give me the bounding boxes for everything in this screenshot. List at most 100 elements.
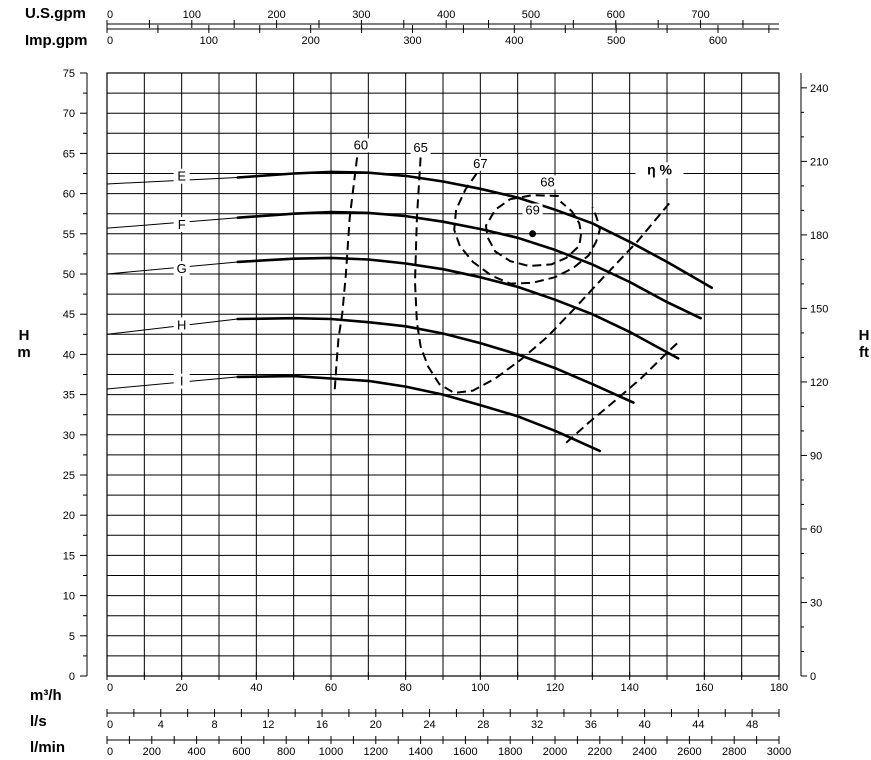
h-ft-tick-label: 210 (810, 156, 828, 168)
efficiency-label-background (537, 175, 558, 190)
curve-label-f: F (178, 217, 186, 232)
h-m-tick-label: 20 (63, 510, 75, 522)
lmin-tick-label: 1200 (364, 746, 388, 758)
pump-curve-e (236, 170, 714, 289)
lmin-tick-label: 1600 (453, 746, 477, 758)
h-ft-tick-label: 180 (810, 230, 828, 242)
lmin-tick-label: 400 (187, 746, 205, 758)
imp-gpm-tick-label: 0 (107, 35, 113, 47)
h-m-tick-label: 70 (63, 108, 75, 120)
curve-label-background (173, 261, 190, 277)
h-m-tick-label: 15 (63, 550, 75, 562)
curve-leader-line (106, 217, 238, 229)
ls-tick-label: 48 (746, 719, 758, 731)
imp-gpm-tick-label: 300 (403, 35, 421, 47)
imp-gpm-tick-label: 200 (301, 35, 319, 47)
ls-tick-label: 28 (477, 719, 489, 731)
chart-grid (106, 72, 780, 677)
m3h-tick-label: 100 (471, 682, 489, 694)
curve-leader-line (106, 376, 238, 390)
us-gpm-tick-label: 400 (437, 9, 455, 21)
lmin-tick-label: 200 (143, 746, 161, 758)
lmin-tick-label: 3000 (767, 746, 791, 758)
m3h-tick-label: 140 (620, 682, 638, 694)
ls-tick-label: 8 (211, 719, 217, 731)
efficiency-unit-label: η % (647, 161, 672, 177)
efficiency-contour-60 (333, 157, 359, 391)
eta-label-background (635, 162, 684, 179)
pump-curve-f (236, 210, 702, 320)
lmin-tick-label: 1800 (498, 746, 522, 758)
h-ft-tick-label: 120 (810, 377, 828, 389)
curve-label-e: E (177, 169, 186, 184)
ls-tick-label: 0 (107, 719, 113, 731)
lmin-tick-label: 2200 (588, 746, 612, 758)
efficiency-label-background (350, 138, 371, 153)
ls-tick-label: 40 (638, 719, 650, 731)
efficiency-contour-65 (414, 157, 672, 394)
h-ft-unit-label-line2: ft (859, 344, 869, 361)
imp-gpm-unit-label: Imp.gpm (25, 32, 88, 49)
us-gpm-tick-label: 100 (183, 9, 201, 21)
lmin-tick-label: 600 (232, 746, 250, 758)
lmin-tick-label: 1400 (408, 746, 432, 758)
efficiency-label-67: 67 (473, 156, 487, 171)
h-m-tick-label: 5 (69, 631, 75, 643)
h-ft-unit-label-line1: H (859, 327, 870, 344)
h-m-tick-label: 0 (69, 671, 75, 683)
lmin-tick-label: 0 (107, 746, 113, 758)
curve-label-background (173, 373, 190, 389)
m3h-tick-label: 160 (695, 682, 713, 694)
h-m-tick-label: 60 (63, 189, 75, 201)
ls-tick-label: 24 (423, 719, 435, 731)
h-ft-tick-label: 0 (810, 671, 816, 683)
lmin-tick-label: 2600 (677, 746, 701, 758)
imp-gpm-tick-label: 600 (709, 35, 727, 47)
efficiency-label-background (470, 156, 491, 171)
lmin-tick-label: 1000 (319, 746, 343, 758)
curve-label-i: I (180, 374, 184, 389)
h-m-unit-label-line2: m (17, 344, 30, 361)
m3h-tick-label: 40 (250, 682, 262, 694)
efficiency-contour-high-efficiency (565, 341, 679, 444)
us-gpm-tick-label: 500 (522, 9, 540, 21)
curve-label-h: H (177, 317, 186, 332)
h-m-tick-label: 45 (63, 309, 75, 321)
h-ft-tick-label: 240 (810, 83, 828, 95)
efficiency-label-background (410, 140, 431, 155)
efficiency-contour-67 (453, 172, 601, 285)
m3h-tick-label: 180 (770, 682, 788, 694)
us-gpm-tick-label: 200 (267, 9, 285, 21)
ls-tick-label: 16 (316, 719, 328, 731)
curve-label-background (173, 216, 190, 232)
lmin-tick-label: 2000 (543, 746, 567, 758)
h-m-tick-label: 50 (63, 269, 75, 281)
h-m-tick-label: 10 (63, 591, 75, 603)
lmin-unit-label: l/min (30, 739, 65, 756)
ls-tick-label: 36 (585, 719, 597, 731)
lmin-tick-label: 2400 (632, 746, 656, 758)
us-gpm-unit-label: U.S.gpm (25, 5, 86, 22)
ls-tick-label: 4 (158, 719, 164, 731)
m3h-tick-label: 0 (107, 682, 113, 694)
pump-curve-g (236, 256, 680, 360)
efficiency-label-65: 65 (413, 140, 427, 155)
h-m-tick-label: 55 (63, 229, 75, 241)
h-ft-tick-label: 90 (810, 450, 822, 462)
h-ft-tick-label: 60 (810, 524, 822, 536)
h-m-tick-label: 40 (63, 349, 75, 361)
curve-leader-line (106, 177, 238, 185)
efficiency-label-60: 60 (354, 137, 368, 152)
curve-label-background (173, 168, 190, 184)
ls-unit-label: l/s (30, 713, 47, 730)
efficiency-contour-68 (484, 194, 583, 267)
h-m-tick-label: 25 (63, 470, 75, 482)
pump-curves (236, 170, 714, 453)
curve-leader-line (106, 261, 238, 275)
bep-point-marker (529, 230, 537, 238)
m3h-tick-label: 80 (400, 682, 412, 694)
us-gpm-tick-label: 300 (352, 9, 370, 21)
m3h-tick-label: 60 (325, 682, 337, 694)
h-m-unit-label-line1: H (19, 327, 30, 344)
